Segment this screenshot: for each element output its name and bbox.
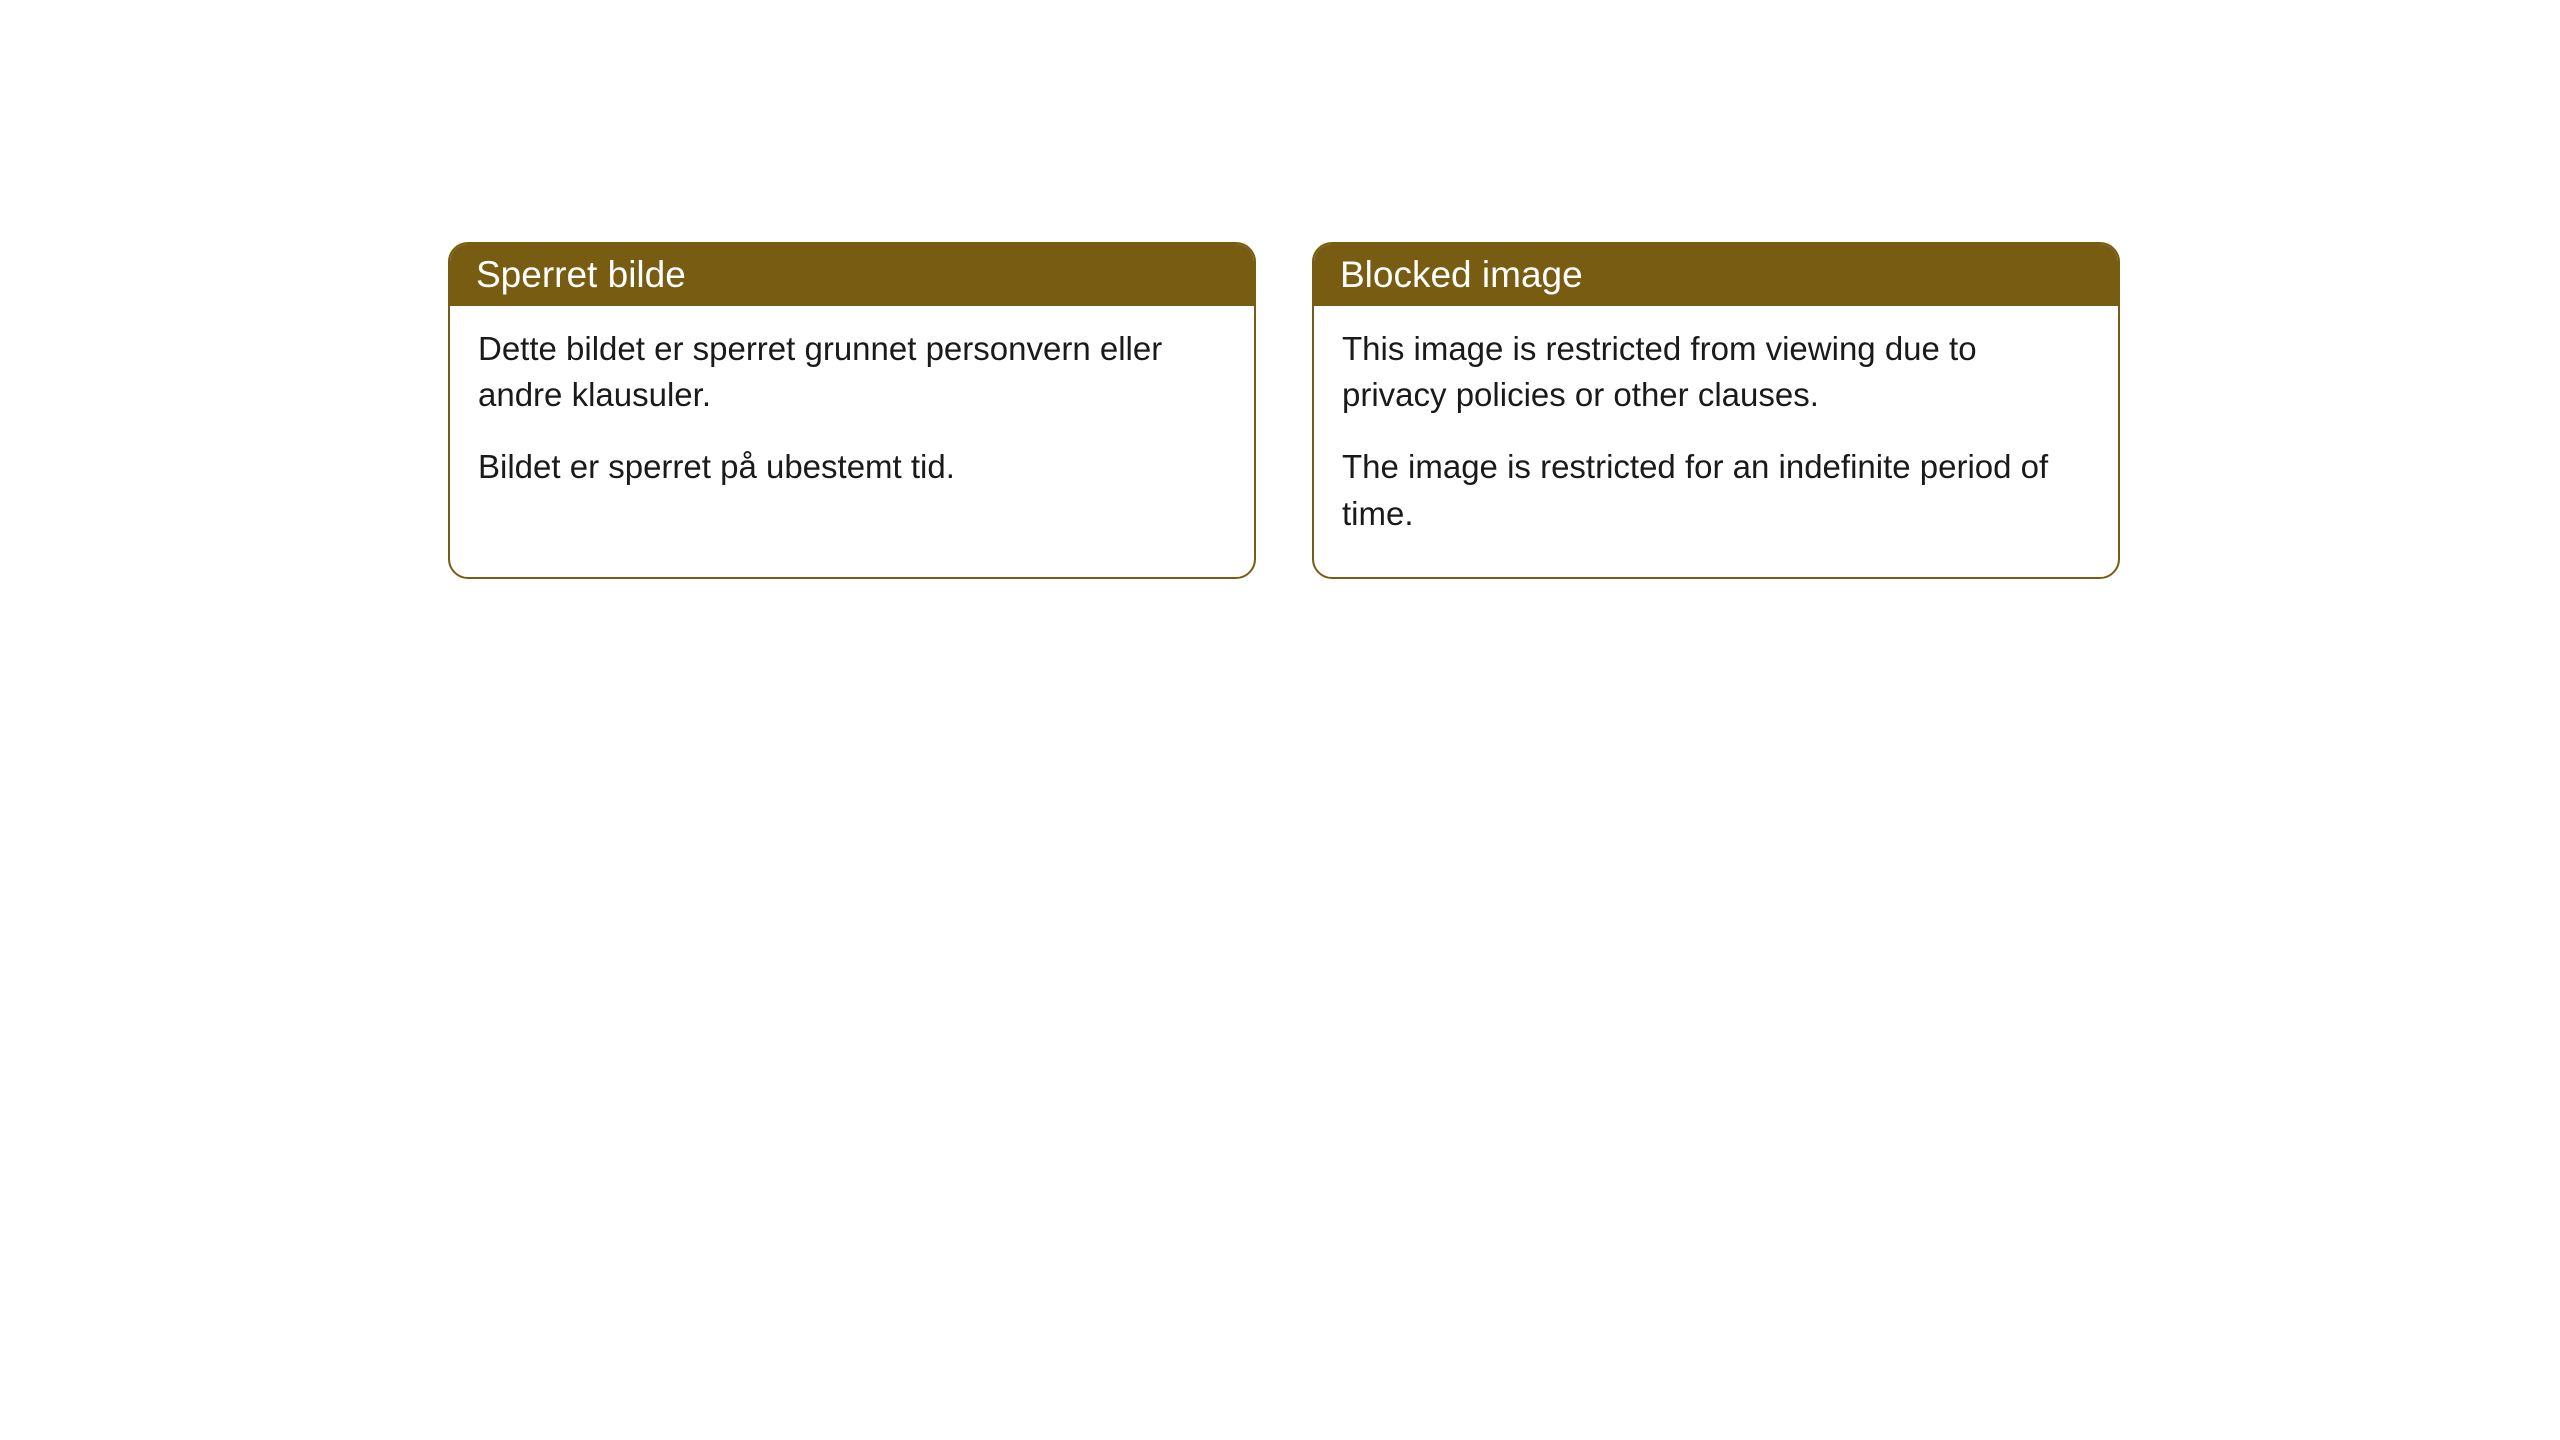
notice-card-english: Blocked image This image is restricted f… [1312,242,2120,579]
card-header: Blocked image [1314,244,2118,306]
blocked-image-notices: Sperret bilde Dette bildet er sperret gr… [448,242,2120,579]
card-paragraph: Dette bildet er sperret grunnet personve… [478,326,1226,418]
notice-card-norwegian: Sperret bilde Dette bildet er sperret gr… [448,242,1256,579]
card-title: Sperret bilde [476,254,686,295]
card-paragraph: Bildet er sperret på ubestemt tid. [478,444,1226,490]
card-title: Blocked image [1340,254,1583,295]
card-body: Dette bildet er sperret grunnet personve… [450,306,1254,531]
card-header: Sperret bilde [450,244,1254,306]
card-paragraph: This image is restricted from viewing du… [1342,326,2090,418]
card-paragraph: The image is restricted for an indefinit… [1342,444,2090,536]
card-body: This image is restricted from viewing du… [1314,306,2118,577]
